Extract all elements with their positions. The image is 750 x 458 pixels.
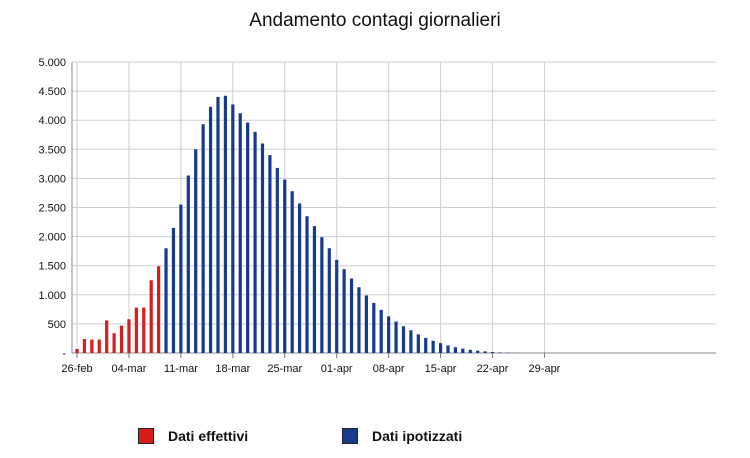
- legend-item-dati-ipotizzati: Dati ipotizzati: [342, 425, 462, 447]
- y-tick-label: 5.000: [38, 57, 66, 69]
- y-tick-label: 500: [48, 319, 66, 331]
- bar-dati-ipotizzati: [364, 295, 368, 353]
- y-tick-label: 3.500: [38, 144, 66, 156]
- bar-dati-ipotizzati: [424, 337, 428, 353]
- bar-dati-effettivi: [75, 348, 79, 353]
- bar-dati-ipotizzati: [164, 248, 168, 353]
- bar-dati-effettivi: [97, 339, 101, 353]
- x-tick-label: 26-feb: [61, 363, 92, 375]
- bar-dati-ipotizzati: [401, 326, 406, 353]
- bar-dati-ipotizzati: [268, 155, 272, 353]
- bar-dati-effettivi: [149, 280, 153, 353]
- y-tick-label: 2.000: [38, 232, 66, 244]
- bar-dati-ipotizzati: [372, 302, 376, 353]
- bar-dati-ipotizzati: [335, 259, 339, 353]
- bar-dati-ipotizzati: [498, 352, 502, 353]
- y-tick-label: -: [62, 348, 66, 360]
- bar-dati-ipotizzati: [394, 321, 398, 353]
- chart-title: Andamento contagi giornalieri: [249, 10, 501, 31]
- bar-dati-ipotizzati: [468, 349, 472, 353]
- bar-dati-ipotizzati: [461, 348, 465, 353]
- x-tick-label: 25-mar: [267, 363, 302, 375]
- bar-dati-ipotizzati: [171, 227, 176, 353]
- bar-dati-ipotizzati: [253, 131, 257, 353]
- bar-dati-ipotizzati: [208, 106, 213, 353]
- bar-dati-ipotizzati: [476, 350, 480, 353]
- y-tick-label: 4.000: [38, 115, 66, 127]
- bar-dati-effettivi: [127, 319, 131, 353]
- bar-dati-effettivi: [157, 266, 161, 353]
- bar-dati-ipotizzati: [238, 113, 242, 353]
- bar-dati-ipotizzati: [409, 330, 413, 353]
- bar-dati-ipotizzati: [246, 122, 250, 353]
- bar-dati-ipotizzati: [290, 191, 294, 353]
- bar-dati-ipotizzati: [312, 226, 317, 353]
- bar-dati-ipotizzati: [357, 287, 361, 353]
- bar-dati-ipotizzati: [223, 95, 227, 353]
- bar-dati-effettivi: [134, 307, 138, 353]
- x-tick-label: 18-mar: [215, 363, 250, 375]
- bar-dati-ipotizzati: [194, 149, 198, 353]
- bar-dati-ipotizzati: [349, 278, 354, 353]
- bar-dati-ipotizzati: [483, 351, 487, 353]
- bar-dati-ipotizzati: [320, 237, 324, 353]
- legend-label-dati-ipotizzati: Dati ipotizzati: [372, 428, 463, 444]
- y-tick-label: 1.500: [38, 261, 66, 273]
- bar-dati-ipotizzati: [231, 104, 235, 354]
- legend-item-dati-effettivi: Dati effettivi: [138, 425, 248, 447]
- bar-dati-ipotizzati: [275, 167, 279, 353]
- y-tick-label: 4.500: [38, 86, 66, 98]
- bar-dati-effettivi: [82, 339, 87, 353]
- bar-dati-effettivi: [142, 307, 146, 353]
- legend-swatch-dati-ipotizzati: [342, 428, 358, 444]
- bar-dati-effettivi: [119, 325, 124, 353]
- bar-dati-ipotizzati: [490, 351, 495, 353]
- x-tick-label: 01-apr: [321, 363, 353, 375]
- legend-label-dati-effettivi: Dati effettivi: [168, 428, 249, 444]
- bar-dati-effettivi: [105, 320, 109, 353]
- chart-plot: - 500 1.000 1.500 2.000 2.500 3.000 3.500 4.000 4…: [38, 57, 716, 375]
- bar-dati-ipotizzati: [453, 347, 458, 353]
- bar-dati-ipotizzati: [446, 345, 450, 353]
- bar-dati-ipotizzati: [186, 175, 190, 353]
- x-tick-label: 29-apr: [529, 363, 561, 375]
- bar-dati-ipotizzati: [327, 248, 331, 353]
- bar-dati-effettivi: [90, 339, 94, 353]
- bar-dati-ipotizzati: [342, 269, 346, 353]
- y-tick-label: 3.000: [38, 173, 66, 185]
- bar-dati-ipotizzati: [305, 216, 309, 353]
- x-tick-label: 08-apr: [373, 363, 405, 375]
- x-tick-label: 11-mar: [164, 363, 198, 375]
- y-tick-label: 2.500: [38, 203, 66, 215]
- x-tick-label: 15-apr: [425, 363, 457, 375]
- bar-dati-effettivi: [112, 333, 116, 353]
- bar-dati-ipotizzati: [283, 179, 287, 353]
- bar-dati-ipotizzati: [179, 204, 183, 353]
- bar-dati-ipotizzati: [201, 124, 205, 354]
- bar-dati-ipotizzati: [416, 334, 420, 353]
- bar-dati-ipotizzati: [298, 203, 302, 353]
- bar-dati-ipotizzati: [438, 343, 443, 353]
- x-tick-label: 22-apr: [477, 363, 509, 375]
- bar-dati-ipotizzati: [379, 309, 383, 353]
- bar-dati-ipotizzati: [431, 340, 435, 353]
- bar-dati-ipotizzati: [387, 316, 391, 353]
- bar-dati-ipotizzati: [260, 143, 265, 353]
- y-tick-label: 1.000: [38, 290, 66, 302]
- legend-swatch-dati-effettivi: [138, 428, 154, 444]
- bar-dati-ipotizzati: [216, 96, 220, 354]
- x-tick-label: 04-mar: [112, 363, 147, 375]
